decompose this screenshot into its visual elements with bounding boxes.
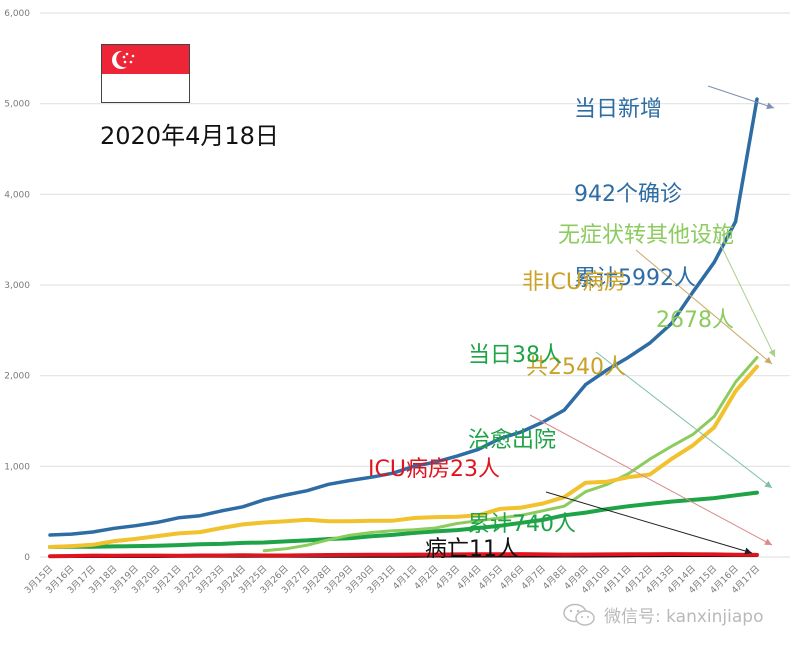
annotation-line: 共2540人 [526,354,626,380]
series-line-icu [48,552,759,559]
annotation-line: 病亡11人 [425,537,519,563]
arrow-head [766,102,774,110]
date-title: 2020年4月18日 [100,122,279,150]
y-tick-label: 3,000 [4,281,30,291]
annotation-line: 无症状转其他设施 [557,223,734,249]
y-tick-label: 2,000 [4,372,30,382]
series-line-discharged [48,490,759,549]
annotation-arrows [529,85,776,555]
flag-white-band [102,73,189,102]
arrow-shaft [707,85,775,109]
annotation-line: 2678人 [656,307,734,333]
singapore-flag-icon [101,44,190,103]
annotation-line: 治愈出院 [468,427,557,453]
annotation-icu: ICU病房23人 [368,400,500,513]
annotation-line: 累计5992人 [574,266,696,292]
annotation-confirmed: 当日新增 942个确诊 累计5992人 [574,40,696,322]
arrow-head [764,356,772,364]
series-line-asymptomatic [262,356,759,553]
arrow-icu [529,414,773,546]
arrow-shaft [529,414,773,546]
arrow-deaths [545,491,753,555]
annotation-line: 非ICU病房 [522,270,626,296]
arrow-non-icu [635,249,773,365]
watermark-text: 微信号: kanxinjiapo [604,607,764,627]
watermark: 微信号: kanxinjiapo [562,602,763,627]
annotation-deaths: 病亡11人 [425,480,519,593]
series-line-non-icu [48,364,759,549]
y-tick-label: 5,000 [4,100,30,110]
series-line-confirmed [48,97,759,537]
annotation-asymptomatic: 无症状转其他设施 2678人 [509,166,734,363]
wechat-icon [563,603,595,626]
y-tick-label: 6,000 [4,9,30,19]
annotation-line: 当日38人 [468,343,562,369]
annotation-line: 942个确诊 [574,181,682,207]
y-tick-label: 1,000 [4,462,30,472]
crescent-stars-icon [112,50,135,69]
gridlines [40,12,790,558]
arrow-confirmed [707,85,775,110]
series-lines [48,97,759,559]
x-axis-ticks: 3月15日3月16日3月17日3月18日3月19日3月20日3月21日3月22日… [22,563,762,596]
arrow-shaft [635,249,773,365]
y-axis-ticks: 0 1,000 2,000 3,000 4,000 5,000 6,000 [4,9,30,563]
arrow-head [744,547,752,555]
annotation-line: 当日新增 [574,97,663,123]
arrow-head [764,538,772,545]
y-tick-label: 4,000 [4,190,30,200]
arrow-head [768,349,776,357]
annotation-discharged: 当日38人 治愈出院 累计740人 [468,286,576,568]
arrow-shaft [545,491,753,554]
arrow-head [764,480,772,488]
arrow-discharged [595,351,773,489]
arrow-asymptomatic [713,230,776,358]
annotation-line: 累计740人 [468,512,576,538]
arrow-shaft [713,230,776,358]
y-tick-label: 0 [24,553,30,563]
annotation-non-icu: 非ICU病房 共2540人 [486,213,626,410]
flag-red-band [102,45,189,74]
annotation-line: ICU病房23人 [368,457,500,483]
arrow-shaft [595,351,773,489]
